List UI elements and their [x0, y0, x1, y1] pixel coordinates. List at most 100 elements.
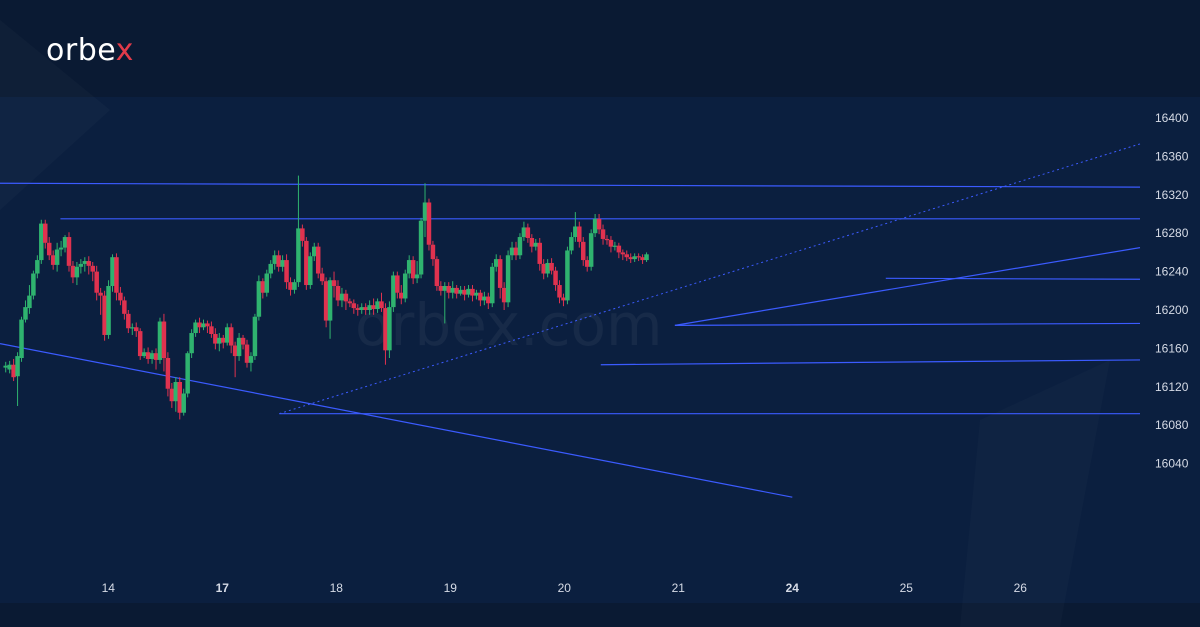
- candle: [474, 289, 479, 300]
- candle-body: [118, 292, 123, 301]
- candle: [426, 198, 432, 251]
- candle-body: [486, 296, 491, 304]
- candle: [577, 221, 582, 248]
- candle-body: [434, 259, 440, 286]
- orbex-logo: orbex: [46, 33, 134, 68]
- candle: [383, 303, 388, 365]
- candle: [509, 241, 515, 261]
- candle-body: [27, 295, 32, 309]
- candle: [7, 360, 12, 374]
- candle: [19, 316, 24, 362]
- candle: [612, 241, 618, 251]
- candle: [193, 319, 198, 337]
- candle-body: [462, 289, 467, 295]
- candle: [244, 339, 250, 368]
- candle-body: [264, 273, 270, 293]
- candles: [3, 175, 649, 420]
- candle-body: [292, 282, 297, 290]
- candle-body: [312, 246, 317, 257]
- candle-body: [482, 296, 487, 301]
- candle-body: [284, 260, 289, 283]
- candle: [327, 277, 333, 339]
- candle-body: [580, 241, 586, 261]
- candle-body: [600, 229, 606, 239]
- candle: [600, 224, 606, 245]
- candle: [201, 319, 206, 331]
- candle-body: [430, 244, 436, 260]
- candle: [86, 256, 92, 275]
- candle-body: [240, 337, 246, 345]
- candle-body: [201, 323, 206, 328]
- candle: [248, 352, 254, 372]
- candle: [438, 281, 444, 296]
- candle-body: [256, 281, 262, 317]
- y-axis: 16400 16360 16320 16280 16240 16200 16160 16120…: [1155, 111, 1189, 471]
- candle-body: [23, 307, 28, 320]
- y-tick-label: 16120: [1155, 380, 1189, 394]
- candle: [232, 341, 238, 378]
- candle: [264, 269, 270, 297]
- candle: [343, 289, 349, 310]
- candle-body: [15, 356, 20, 377]
- candle-body: [236, 337, 242, 357]
- candle-body: [280, 260, 285, 267]
- candle-body: [260, 281, 266, 293]
- logo-x: x: [115, 33, 134, 68]
- candle: [145, 347, 151, 364]
- candle: [402, 269, 408, 303]
- candle-body: [632, 256, 637, 260]
- candle: [442, 282, 448, 324]
- candle-body: [288, 282, 293, 290]
- logo-text: orbe: [46, 33, 116, 68]
- candle-body: [153, 353, 159, 360]
- candle-body: [596, 218, 602, 230]
- candle: [280, 255, 285, 272]
- candle: [525, 223, 531, 243]
- candle: [308, 252, 313, 289]
- candle-body: [517, 237, 523, 256]
- y-tick-label: 16040: [1155, 457, 1189, 471]
- candle: [221, 334, 226, 349]
- candle: [335, 280, 341, 307]
- candle-body: [490, 266, 495, 304]
- candle-body: [35, 260, 40, 274]
- candle: [371, 298, 376, 315]
- candle: [517, 233, 523, 260]
- candle-body: [438, 286, 444, 291]
- candle-body: [355, 308, 361, 310]
- candle-body: [446, 286, 451, 293]
- candle-body: [624, 254, 630, 258]
- candle-body: [402, 273, 408, 299]
- x-tick-label: 19: [444, 581, 458, 595]
- candle: [153, 348, 159, 370]
- candle: [588, 229, 594, 271]
- candle-body: [537, 242, 542, 264]
- x-tick-label: 25: [900, 581, 914, 595]
- trend-line-7: [885, 277, 1141, 280]
- candle-body: [406, 260, 412, 274]
- x-tick-label: 26: [1014, 581, 1028, 595]
- candle: [70, 261, 76, 284]
- candle: [624, 250, 630, 262]
- candle-body: [74, 266, 80, 278]
- candle-body: [94, 271, 99, 293]
- candle-body: [616, 245, 622, 253]
- candle-body: [612, 245, 618, 247]
- candle: [304, 237, 309, 290]
- candle-body: [466, 288, 471, 295]
- candle-body: [62, 237, 68, 248]
- trend-line-5: [600, 359, 1141, 366]
- trend-line-8: [674, 247, 1141, 326]
- candle: [82, 257, 88, 272]
- candle: [596, 214, 602, 235]
- candle-body: [252, 316, 258, 357]
- candle-body: [620, 252, 626, 255]
- candle-body: [493, 259, 499, 267]
- candle-body: [185, 353, 190, 394]
- candle-body: [70, 265, 76, 278]
- candle-body: [584, 260, 590, 267]
- candle: [323, 277, 329, 328]
- candle: [351, 299, 357, 314]
- candle: [209, 321, 214, 338]
- candle: [604, 235, 610, 245]
